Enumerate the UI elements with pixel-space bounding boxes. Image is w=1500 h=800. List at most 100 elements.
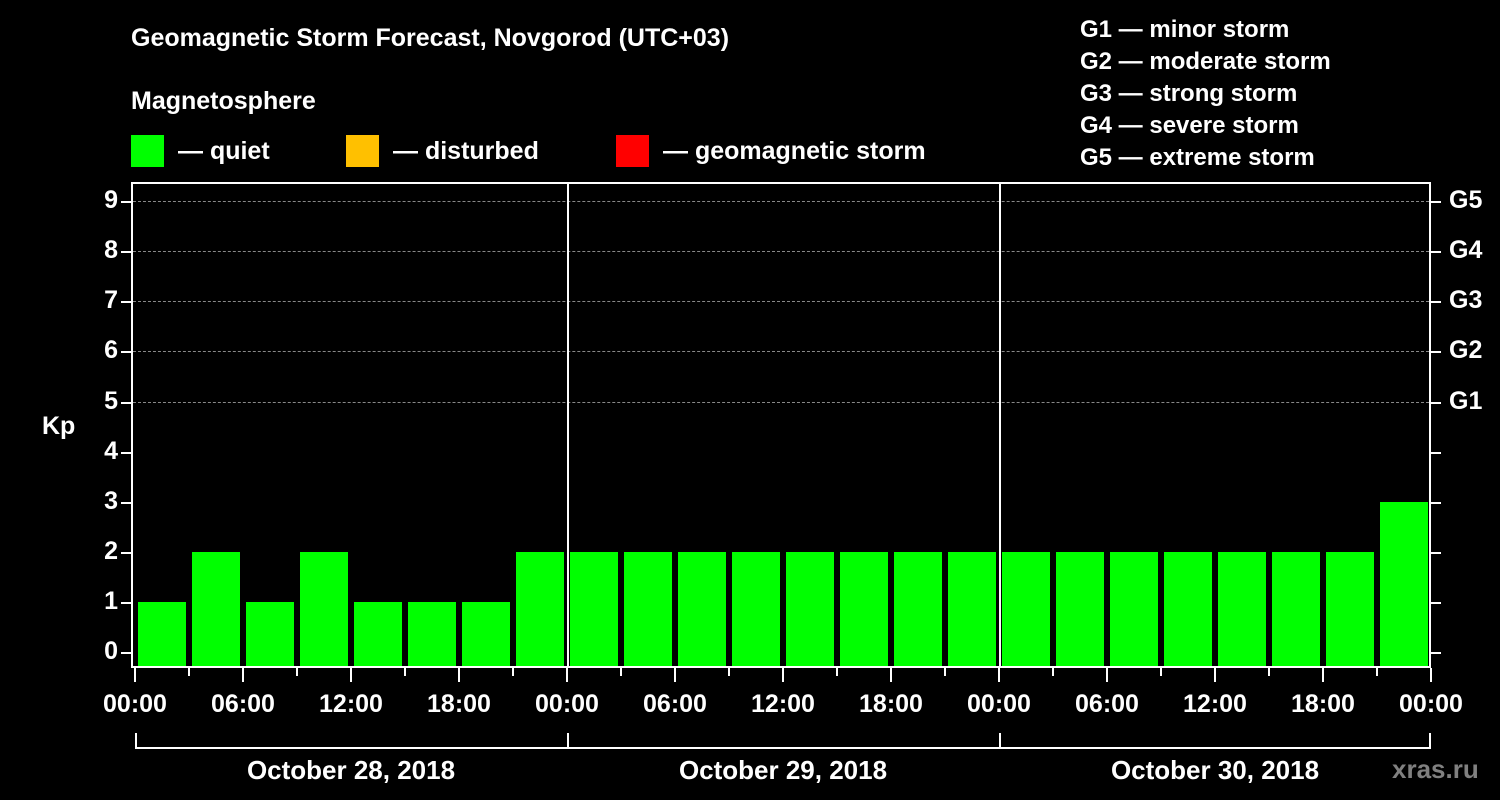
legend-swatch-quiet xyxy=(131,135,164,167)
x-tick xyxy=(512,668,514,676)
g-scale-label: G1 xyxy=(1449,387,1483,415)
day-bracket xyxy=(567,747,999,749)
x-tick-label: 00:00 xyxy=(103,690,167,718)
x-tick xyxy=(836,668,838,676)
day-label: October 30, 2018 xyxy=(1110,755,1320,785)
kp-bar xyxy=(138,602,186,666)
day-bracket-tick xyxy=(999,733,1001,747)
day-bracket xyxy=(135,747,567,749)
kp-bar xyxy=(1164,552,1212,666)
legend-swatch-disturbed xyxy=(346,135,379,167)
day-bracket-tick xyxy=(1429,733,1431,747)
y-tick-label: 4 xyxy=(104,437,118,465)
y-tick-right xyxy=(1431,251,1441,253)
x-tick xyxy=(944,668,946,676)
x-tick-label: 00:00 xyxy=(535,690,599,718)
x-tick xyxy=(188,668,190,676)
y-tick-label: 6 xyxy=(104,336,118,364)
x-tick xyxy=(1106,668,1108,682)
x-tick xyxy=(1268,668,1270,676)
x-tick-label: 06:00 xyxy=(1075,690,1139,718)
legend-label-quiet: — quiet xyxy=(178,136,270,165)
y-tick-right xyxy=(1431,602,1441,604)
y-tick-label: 0 xyxy=(104,637,118,665)
x-tick xyxy=(1052,668,1054,676)
x-tick xyxy=(350,668,352,682)
gridline xyxy=(133,251,1429,252)
y-tick xyxy=(121,301,131,303)
day-bracket xyxy=(999,747,1431,749)
day-bracket-tick xyxy=(135,733,137,747)
y-tick-right xyxy=(1431,652,1441,654)
kp-bar xyxy=(1326,552,1374,666)
day-label: October 28, 2018 xyxy=(246,755,456,785)
chart-subtitle: Magnetosphere xyxy=(131,87,316,115)
x-tick xyxy=(1322,668,1324,682)
y-axis-label: Kp xyxy=(42,412,76,440)
y-tick-right xyxy=(1431,402,1441,404)
kp-bar xyxy=(516,552,564,666)
x-tick-label: 12:00 xyxy=(751,690,815,718)
x-tick xyxy=(566,668,568,682)
kp-bar xyxy=(1002,552,1050,666)
y-tick xyxy=(121,351,131,353)
legend-label-storm: — geomagnetic storm xyxy=(663,136,926,165)
x-tick xyxy=(242,668,244,682)
kp-bar xyxy=(678,552,726,666)
day-label: October 29, 2018 xyxy=(678,755,888,785)
kp-bar xyxy=(1272,552,1320,666)
gridline xyxy=(133,402,1429,403)
x-tick xyxy=(728,668,730,676)
y-tick-label: 8 xyxy=(104,236,118,264)
y-tick-right xyxy=(1431,201,1441,203)
storm-scale-g5: G5 — extreme storm xyxy=(1080,144,1315,171)
y-tick-right xyxy=(1431,552,1441,554)
x-tick-label: 06:00 xyxy=(211,690,275,718)
x-tick xyxy=(1430,668,1432,682)
kp-bar xyxy=(354,602,402,666)
x-tick xyxy=(890,668,892,682)
legend-quiet: — quiet xyxy=(131,135,270,167)
y-tick xyxy=(121,201,131,203)
day-separator xyxy=(567,182,569,668)
watermark: xras.ru xyxy=(1392,754,1479,784)
g-scale-label: G5 xyxy=(1449,186,1483,214)
x-tick xyxy=(782,668,784,682)
x-tick xyxy=(296,668,298,676)
storm-scale-legend: G1 — minor storm G2 — moderate storm G3 … xyxy=(1080,14,1331,174)
y-tick-right xyxy=(1431,502,1441,504)
storm-scale-g4: G4 — severe storm xyxy=(1080,112,1299,139)
storm-scale-g3: G3 — strong storm xyxy=(1080,80,1298,107)
kp-bar xyxy=(462,602,510,666)
kp-bar xyxy=(1056,552,1104,666)
y-tick-right xyxy=(1431,301,1441,303)
y-tick xyxy=(121,452,131,454)
y-tick-label: 1 xyxy=(104,587,118,615)
gridline xyxy=(133,201,1429,202)
y-tick xyxy=(121,652,131,654)
kp-bar xyxy=(894,552,942,666)
g-scale-label: G3 xyxy=(1449,286,1483,314)
day-separator xyxy=(999,182,1001,668)
x-tick xyxy=(1160,668,1162,676)
gridline xyxy=(133,351,1429,352)
y-tick xyxy=(121,552,131,554)
y-tick-label: 5 xyxy=(104,387,118,415)
y-tick-label: 3 xyxy=(104,487,118,515)
x-tick-label: 12:00 xyxy=(1183,690,1247,718)
g-scale-label: G2 xyxy=(1449,336,1483,364)
y-tick xyxy=(121,251,131,253)
storm-scale-g2: G2 — moderate storm xyxy=(1080,48,1331,75)
y-tick-label: 2 xyxy=(104,537,118,565)
x-tick-label: 18:00 xyxy=(1291,690,1355,718)
day-bracket-tick xyxy=(567,733,569,747)
y-tick xyxy=(121,402,131,404)
g-scale-label: G4 xyxy=(1449,236,1483,264)
plot-frame xyxy=(131,182,1431,668)
x-tick xyxy=(998,668,1000,682)
kp-bar xyxy=(246,602,294,666)
kp-bar xyxy=(624,552,672,666)
x-tick xyxy=(458,668,460,682)
x-tick xyxy=(620,668,622,676)
gridline xyxy=(133,301,1429,302)
